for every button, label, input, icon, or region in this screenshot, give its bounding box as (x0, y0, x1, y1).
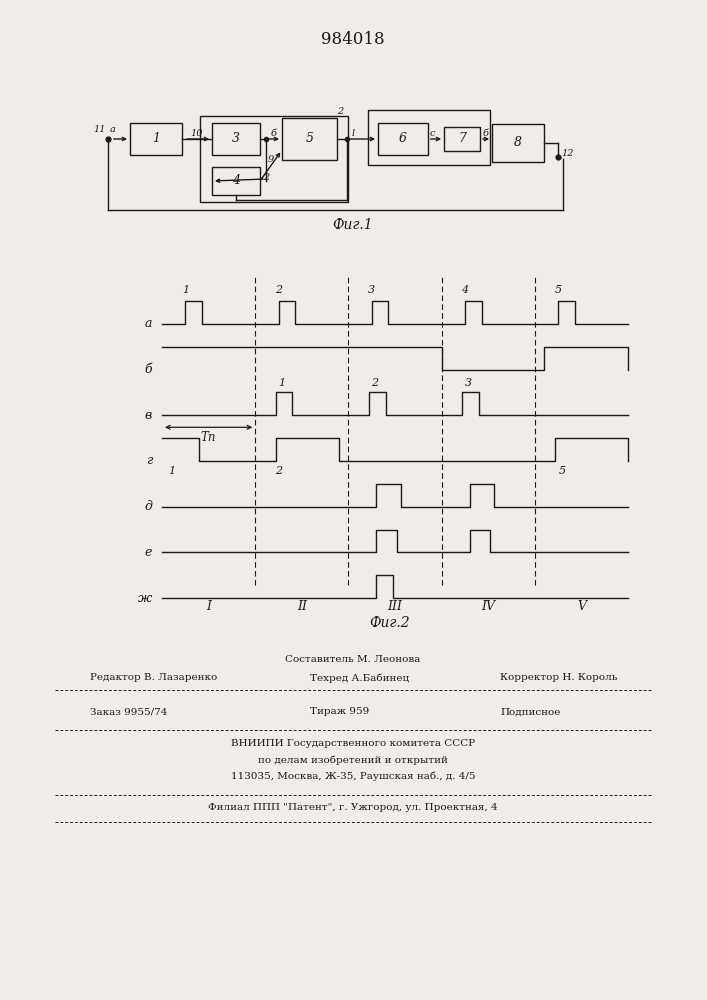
Text: Tп: Tп (201, 431, 216, 444)
Text: c: c (429, 129, 435, 138)
Text: ВНИИПИ Государственного комитета СССР: ВНИИПИ Государственного комитета СССР (231, 740, 475, 748)
Text: 4: 4 (462, 285, 469, 295)
Text: a: a (110, 124, 116, 133)
Text: 10: 10 (191, 129, 203, 138)
Bar (378, 123, 428, 155)
Text: 1: 1 (278, 378, 285, 388)
Bar (130, 123, 182, 155)
Text: IV: IV (481, 600, 495, 613)
Text: 2: 2 (263, 172, 269, 182)
Text: 3: 3 (232, 132, 240, 145)
Bar (200, 116, 348, 202)
Text: 9: 9 (268, 155, 274, 164)
Bar (212, 167, 260, 195)
Text: II: II (297, 600, 307, 613)
Text: 2: 2 (275, 285, 282, 295)
Text: 3: 3 (368, 285, 375, 295)
Text: д: д (144, 500, 152, 513)
Text: 6: 6 (399, 132, 407, 145)
Text: Корректор Н. Король: Корректор Н. Король (500, 674, 617, 682)
Text: Филиал ППП "Патент", г. Ужгород, ул. Проектная, 4: Филиал ППП "Патент", г. Ужгород, ул. Про… (208, 804, 498, 812)
Text: 1: 1 (168, 466, 175, 476)
Text: 2: 2 (275, 466, 282, 476)
Text: 4: 4 (232, 174, 240, 188)
Text: е: е (145, 546, 152, 559)
Text: 984018: 984018 (321, 31, 385, 48)
Text: 11: 11 (94, 124, 106, 133)
Text: 5: 5 (554, 285, 561, 295)
Text: Фиг.1: Фиг.1 (333, 218, 373, 232)
Bar (492, 124, 544, 162)
Text: по делам изобретений и открытий: по делам изобретений и открытий (258, 755, 448, 765)
Text: 2: 2 (371, 378, 378, 388)
Text: ж: ж (138, 592, 152, 605)
Text: Редактор В. Лазаренко: Редактор В. Лазаренко (90, 674, 217, 682)
Text: 8: 8 (514, 136, 522, 149)
Text: 12: 12 (562, 148, 574, 157)
Text: Подписное: Подписное (500, 708, 561, 716)
Text: Заказ 9955/74: Заказ 9955/74 (90, 708, 168, 716)
Text: 5: 5 (559, 466, 566, 476)
Text: Тираж 959: Тираж 959 (310, 708, 369, 716)
Text: a: a (144, 317, 152, 330)
Bar (444, 127, 480, 151)
Text: 1: 1 (182, 285, 189, 295)
Text: в: в (145, 409, 152, 422)
Text: г: г (146, 454, 152, 468)
Text: б: б (483, 129, 489, 138)
Text: б: б (271, 129, 277, 138)
Bar (282, 118, 337, 160)
Text: III: III (387, 600, 402, 613)
Text: 1: 1 (152, 132, 160, 145)
Text: Составитель М. Леонова: Составитель М. Леонова (286, 656, 421, 664)
Text: Техред А.Бабинец: Техред А.Бабинец (310, 673, 409, 683)
Text: б: б (144, 363, 152, 376)
Text: 7: 7 (458, 132, 466, 145)
Text: Фиг.2: Фиг.2 (370, 616, 410, 630)
Text: l: l (351, 129, 355, 138)
Bar (368, 110, 490, 165)
Text: 3: 3 (464, 378, 472, 388)
Text: 5: 5 (305, 132, 313, 145)
Text: 113035, Москва, Ж-35, Раушская наб., д. 4/5: 113035, Москва, Ж-35, Раушская наб., д. … (230, 771, 475, 781)
Bar (212, 123, 260, 155)
Text: I: I (206, 600, 211, 613)
Text: 2: 2 (337, 106, 343, 115)
Text: V: V (577, 600, 586, 613)
